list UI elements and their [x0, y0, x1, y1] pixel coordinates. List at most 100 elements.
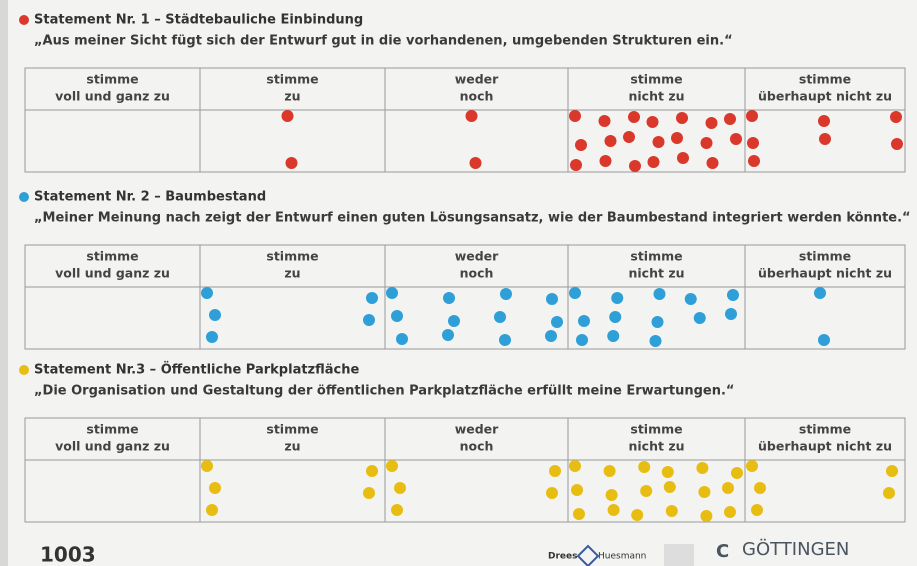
vote-dot — [653, 136, 665, 148]
poster-number: 1003 — [40, 543, 96, 566]
column-header: stimme — [86, 422, 138, 437]
vote-dot — [201, 287, 213, 299]
column-header: nicht zu — [629, 266, 685, 281]
vote-dot — [391, 504, 403, 516]
vote-dot — [707, 157, 719, 169]
statement-heading: Statement Nr. 1 – Städtebauliche Einbind… — [34, 13, 363, 28]
vote-dot — [606, 489, 618, 501]
statement-heading: Statement Nr. 2 – Baumbestand — [34, 190, 266, 205]
vote-dot — [818, 334, 830, 346]
vote-dot — [666, 505, 678, 517]
logo-block — [664, 544, 694, 566]
vote-dot — [549, 465, 561, 477]
vote-dot — [730, 133, 742, 145]
vote-dot — [546, 487, 558, 499]
vote-dot — [466, 110, 478, 122]
column-header: noch — [460, 439, 494, 454]
statement-marker — [19, 192, 29, 202]
logo-icon: C — [716, 541, 729, 562]
column-header: nicht zu — [629, 439, 685, 454]
vote-dot — [628, 111, 640, 123]
vote-dot — [609, 311, 621, 323]
vote-dot — [599, 115, 611, 127]
vote-dot — [600, 155, 612, 167]
vote-dot — [394, 482, 406, 494]
logo-text: Drees — [548, 552, 577, 562]
vote-dot — [701, 137, 713, 149]
vote-dot — [696, 462, 708, 474]
vote-dot — [443, 292, 455, 304]
vote-dot — [819, 133, 831, 145]
vote-dot — [578, 315, 590, 327]
column-header: noch — [460, 89, 494, 104]
vote-dot — [363, 487, 375, 499]
vote-dot — [571, 484, 583, 496]
vote-dot — [891, 138, 903, 150]
vote-dot — [500, 288, 512, 300]
vote-dot — [569, 110, 581, 122]
vote-dot — [607, 330, 619, 342]
vote-dot — [605, 135, 617, 147]
statement-quote: „Aus meiner Sicht fügt sich der Entwurf … — [34, 34, 733, 49]
vote-dot — [499, 334, 511, 346]
vote-dot — [629, 160, 641, 172]
column-header: nicht zu — [629, 89, 685, 104]
vote-dot — [727, 289, 739, 301]
column-header: stimme — [799, 249, 851, 264]
column-header: überhaupt nicht zu — [758, 266, 892, 281]
vote-dot — [700, 510, 712, 522]
vote-dot — [282, 110, 294, 122]
vote-dot — [685, 293, 697, 305]
vote-dot — [725, 308, 737, 320]
column-header: voll und ganz zu — [55, 89, 170, 104]
vote-dot — [551, 316, 563, 328]
column-header: stimme — [799, 72, 851, 87]
vote-dot — [576, 334, 588, 346]
statement-marker — [19, 365, 29, 375]
vote-dot — [747, 137, 759, 149]
vote-dot — [654, 288, 666, 300]
vote-dot — [386, 460, 398, 472]
vote-dot — [623, 131, 635, 143]
vote-dot — [890, 111, 902, 123]
column-header: stimme — [86, 249, 138, 264]
vote-dot — [570, 159, 582, 171]
vote-dot — [751, 504, 763, 516]
vote-dot — [546, 293, 558, 305]
vote-dot — [818, 115, 830, 127]
vote-dot — [209, 482, 221, 494]
vote-dot — [650, 335, 662, 347]
vote-dot — [671, 132, 683, 144]
column-header: stimme — [266, 72, 318, 87]
vote-dot — [722, 482, 734, 494]
statement-quote: „Die Organisation und Gestaltung der öff… — [34, 384, 734, 399]
column-header: noch — [460, 266, 494, 281]
vote-dot — [386, 287, 398, 299]
vote-dot — [746, 460, 758, 472]
vote-dot — [611, 292, 623, 304]
statement-quote: „Meiner Meinung nach zeigt der Entwurf e… — [34, 211, 911, 226]
vote-dot — [206, 504, 218, 516]
column-header: stimme — [630, 72, 682, 87]
vote-dot — [206, 331, 218, 343]
vote-dot — [494, 311, 506, 323]
vote-dot — [662, 466, 674, 478]
vote-dot — [676, 112, 688, 124]
vote-dot — [698, 486, 710, 498]
vote-dot — [286, 157, 298, 169]
statement-heading: Statement Nr.3 – Öffentliche Parkplatzfl… — [34, 362, 359, 378]
city-logo: GÖTTINGEN — [742, 538, 849, 560]
column-header: weder — [455, 249, 499, 264]
vote-dot — [748, 155, 760, 167]
column-header: zu — [284, 439, 300, 454]
vote-dot — [363, 314, 375, 326]
vote-dot — [706, 117, 718, 129]
vote-dot — [638, 461, 650, 473]
vote-dot — [569, 460, 581, 472]
statement-marker — [19, 15, 29, 25]
column-header: voll und ganz zu — [55, 266, 170, 281]
vote-dot — [724, 113, 736, 125]
vote-dot — [648, 156, 660, 168]
column-header: zu — [284, 89, 300, 104]
column-header: voll und ganz zu — [55, 439, 170, 454]
